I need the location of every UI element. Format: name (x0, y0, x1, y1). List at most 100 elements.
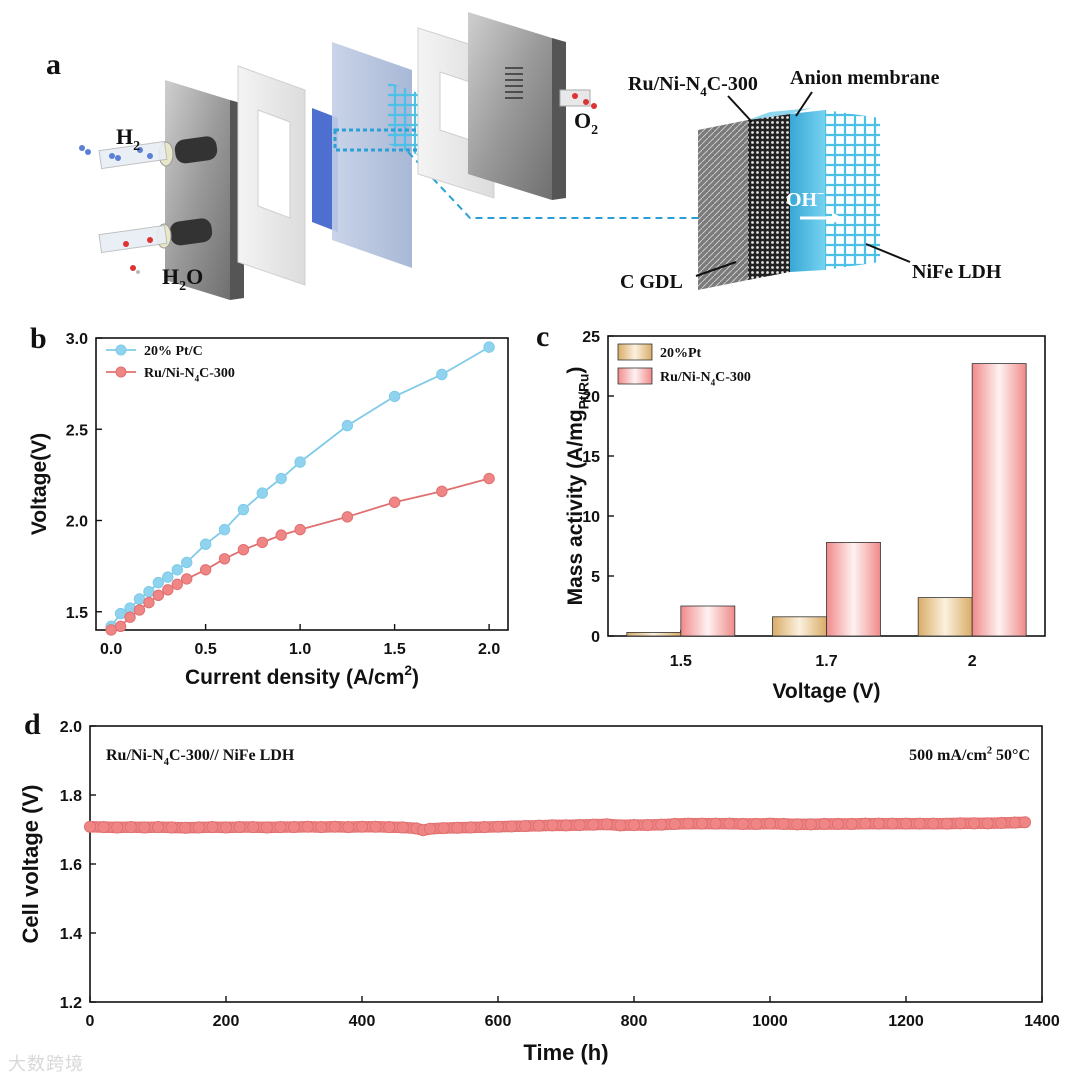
chart-b-point (114, 607, 127, 620)
chart-d-ytick-label: 1.4 (60, 926, 82, 943)
chart-c-bar (626, 631, 682, 637)
chart-b-point (143, 585, 155, 598)
chart-b-legend-label: Ru/Ni-N4C-300 (144, 366, 235, 384)
chart-d-data-point (97, 821, 110, 834)
chart-b-series-line (110, 477, 490, 631)
chart-b-point (294, 523, 306, 536)
label-c-gdl: C GDL (620, 271, 683, 293)
chart-d-data-point (791, 818, 804, 831)
panel-a-letter: a (46, 48, 61, 81)
chart-d-data-point (546, 819, 559, 832)
chart-b-point (133, 593, 146, 605)
chart-d-ytick-label: 2.0 (60, 719, 82, 736)
chart-b-point (218, 553, 231, 565)
chart-d-data-point (138, 821, 151, 834)
chart-d-xlabel: Time (h) (523, 1040, 608, 1065)
chart-c-ytick-label: 10 (582, 509, 600, 526)
chart-d-data-point (260, 821, 273, 834)
chart-c-bar (680, 605, 736, 637)
chart-d-data-point (859, 817, 872, 830)
chart-b-point (256, 536, 269, 549)
chart-b-point (199, 564, 212, 576)
chart-d-data-point (804, 818, 817, 831)
chart-c-xtick-label: 1.7 (815, 653, 837, 670)
chart-d-data-point (913, 817, 926, 830)
chart-b-ylabel: Voltage(V) (28, 433, 51, 535)
chart-d-data-point (233, 821, 246, 834)
chart-d-data-point (192, 821, 205, 834)
gasket-plate-left (237, 65, 306, 286)
chart-d-data-point (967, 817, 981, 830)
chart-d-data-point (111, 821, 124, 834)
chart-b-point (162, 584, 174, 596)
chart-c-xlabel: Voltage (V) (772, 680, 880, 703)
leader-membrane (795, 91, 813, 117)
chart-b-point (152, 589, 165, 602)
chart-d-ylabel: Cell voltage (V) (18, 785, 43, 944)
chart-d-data-point (437, 822, 450, 835)
chart-d-data-point (478, 821, 491, 834)
chart-b-ytick-label: 2.5 (66, 422, 88, 439)
chart-d-ytick-label: 1.6 (60, 857, 82, 874)
chart-c-bar (772, 616, 827, 637)
label-o2: O2 (574, 108, 598, 138)
chart-d-data-point (627, 818, 641, 832)
chart-d-data-point (600, 818, 613, 831)
chart-b-point (181, 556, 193, 569)
chart-d-data-point (872, 817, 885, 830)
chart-d-data-point (355, 820, 369, 833)
chart-c-xtick-label: 1.5 (670, 653, 692, 670)
chart-d-data-point (831, 817, 845, 831)
chart-d-xtick-label: 400 (349, 1013, 376, 1030)
chart-d-data-point (736, 817, 749, 831)
chart-d-xtick-label: 800 (621, 1013, 648, 1030)
chart-c-bar (971, 363, 1027, 637)
chart-b-point (171, 578, 183, 591)
highlight-box (333, 128, 431, 152)
chart-d-ytick-label: 1.8 (60, 788, 82, 805)
cathode-catalyst-layer (312, 108, 338, 232)
chart-d-data-point (1018, 816, 1032, 829)
chart-b-ytick-label: 3.0 (66, 331, 88, 348)
chart-c-ytick-label: 5 (591, 569, 600, 586)
chart-d-data-point (845, 817, 858, 831)
chart-d-data-point (328, 820, 341, 833)
chart-d-data-point (750, 817, 763, 831)
chart-b-xtick-label: 0.5 (194, 641, 216, 658)
chart-d-xtick-label: 1400 (1024, 1013, 1060, 1030)
panel-a-schematic: H2 H2O O2 Ru/Ni-N4C-300 Anion membrane O… (79, 12, 1002, 300)
leader-gdl (695, 261, 737, 277)
label-anion-membrane: Anion membrane (790, 67, 940, 89)
chart-d-xtick-label: 0 (86, 1013, 95, 1030)
chart-d-data-point (165, 821, 178, 834)
chart-b-point (133, 604, 146, 616)
label-h2o: H2O (162, 264, 203, 294)
leader-ldh (865, 243, 911, 263)
chart-b-point (388, 390, 401, 403)
chart-d-data-point (491, 820, 505, 833)
chart-b-point (436, 485, 448, 498)
chart-d-data-point (777, 817, 790, 831)
chart-d-data-point (505, 820, 518, 833)
chart-d-annotation-left: Ru/Ni-N4C-300// NiFe LDH (106, 747, 295, 768)
chart-b-point (483, 341, 495, 353)
chart-c-ytick-label: 25 (582, 329, 600, 346)
chart-d-data-point (342, 821, 355, 834)
chart-d-xtick-label: 1000 (752, 1013, 788, 1030)
chart-b-point (199, 538, 212, 550)
chart-b-point (162, 571, 174, 583)
chart-b-xtick-label: 1.0 (289, 641, 311, 658)
membrane-plate (332, 42, 412, 268)
mea-cross-section (698, 108, 880, 290)
chart-b: 0.0 0.5 1.0 1.5 2.0 1.5 2.0 2.5 3.0 Current densi… (28, 331, 509, 689)
panel-b-letter: b (30, 322, 47, 355)
label-cathode-catalyst: Ru/Ni-N4C-300 (628, 73, 758, 99)
chart-b-legend-label: 20% Pt/C (144, 344, 203, 359)
chart-c-bar (917, 597, 973, 637)
chart-c-ytick-label: 0 (591, 629, 600, 646)
chart-d-data-point (464, 821, 477, 834)
chart-c-ylabel: Mass activity (A/mgPt/Ru) (564, 367, 592, 606)
panel-d-letter: d (24, 708, 41, 741)
chart-c-legend-label: 20%Pt (660, 346, 702, 361)
chart-d-data-point (247, 821, 260, 834)
